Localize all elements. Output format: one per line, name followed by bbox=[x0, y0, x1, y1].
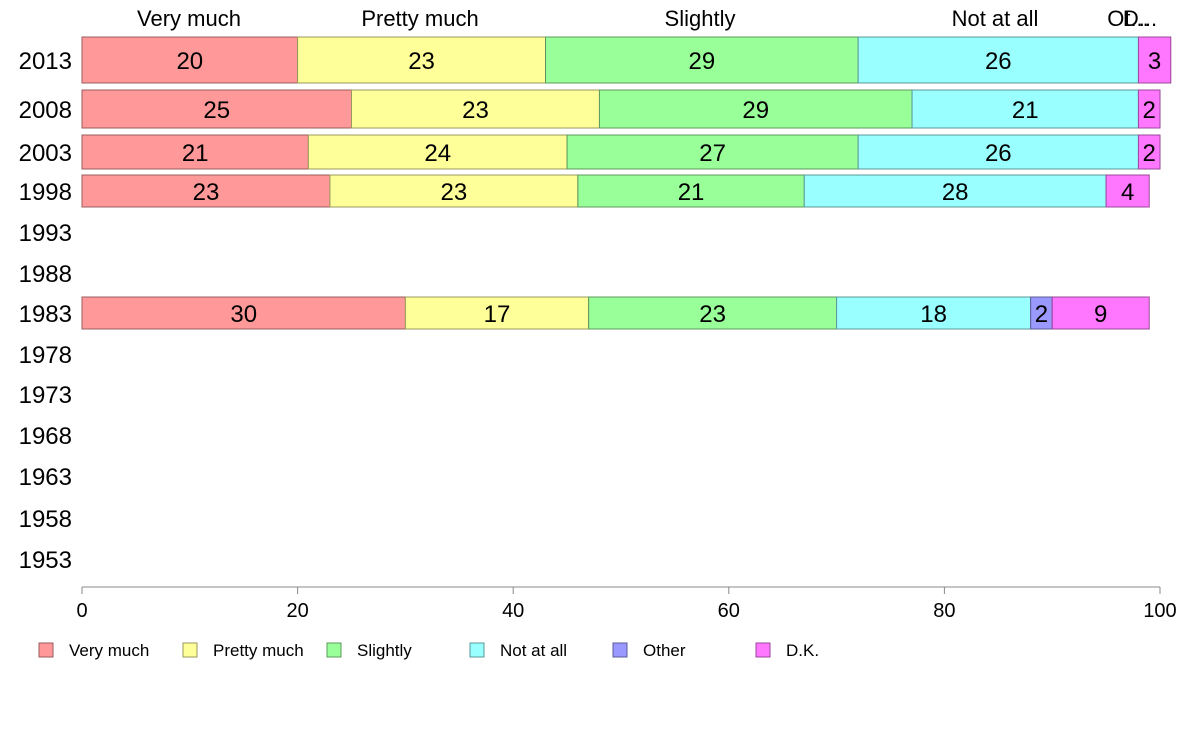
bar-2013-slightly bbox=[545, 36, 859, 84]
data-label-1983-other: 2 bbox=[1035, 301, 1048, 328]
data-label-2013-not-at-all: 26 bbox=[985, 48, 1012, 75]
data-label-1983-d-k-: 9 bbox=[1094, 301, 1107, 328]
y-tick-label-1998: 1998 bbox=[19, 179, 72, 206]
bar-1983-d-k- bbox=[1051, 296, 1150, 330]
data-label-2008-slightly: 29 bbox=[742, 97, 769, 124]
data-label-1998-pretty-much: 23 bbox=[441, 179, 468, 206]
top-series-label-4: Ot... bbox=[1107, 6, 1149, 31]
data-label-2013-pretty-much: 23 bbox=[408, 48, 435, 75]
y-tick-label-1953: 1953 bbox=[19, 547, 72, 574]
x-tick-label-20: 20 bbox=[286, 600, 308, 622]
y-tick-label-2013: 2013 bbox=[19, 48, 72, 75]
y-tick-label-1988: 1988 bbox=[19, 261, 72, 288]
legend-swatch-pretty-much bbox=[182, 642, 198, 658]
data-label-1983-pretty-much: 17 bbox=[484, 301, 511, 328]
y-tick-label-2008: 2008 bbox=[19, 97, 72, 124]
y-tick-label-1978: 1978 bbox=[19, 342, 72, 369]
data-label-1983-slightly: 23 bbox=[699, 301, 726, 328]
data-label-2003-d-k-: 2 bbox=[1143, 140, 1156, 167]
top-series-label-5: D... bbox=[1123, 6, 1157, 31]
legend-label-not-at-all: Not at all bbox=[500, 641, 567, 660]
bar-2008-very-much bbox=[81, 89, 352, 129]
x-tick-label-80: 80 bbox=[933, 600, 955, 622]
bar-2008-not-at-all bbox=[911, 89, 1139, 129]
data-label-1998-d-k-: 4 bbox=[1121, 179, 1134, 206]
y-tick-label-1983: 1983 bbox=[19, 301, 72, 328]
data-label-2013-slightly: 29 bbox=[688, 48, 715, 75]
data-label-1983-very-much: 30 bbox=[230, 301, 257, 328]
legend-label-slightly: Slightly bbox=[357, 641, 412, 660]
data-label-1998-not-at-all: 28 bbox=[942, 179, 969, 206]
y-tick-label-1973: 1973 bbox=[19, 382, 72, 409]
data-label-2013-d-k-: 3 bbox=[1148, 48, 1161, 75]
bar-2013-not-at-all bbox=[857, 36, 1139, 84]
legend-label-pretty-much: Pretty much bbox=[213, 641, 304, 660]
y-tick-label-1963: 1963 bbox=[19, 464, 72, 491]
bar-1998-not-at-all bbox=[803, 174, 1107, 208]
top-series-label-2: Slightly bbox=[665, 6, 736, 31]
top-series-label-1: Pretty much bbox=[361, 6, 478, 31]
y-tick-label-1968: 1968 bbox=[19, 423, 72, 450]
legend-label-d-k-: D.K. bbox=[786, 641, 819, 660]
bar-2008-slightly bbox=[598, 89, 913, 129]
legend-swatch-d-k- bbox=[755, 642, 771, 658]
legend-label-other: Other bbox=[643, 641, 686, 660]
top-series-label-3: Not at all bbox=[952, 6, 1039, 31]
bar-2008-pretty-much bbox=[351, 89, 600, 129]
top-series-label-0: Very much bbox=[137, 6, 241, 31]
data-label-2003-pretty-much: 24 bbox=[424, 140, 451, 167]
x-tick-label-60: 60 bbox=[718, 600, 740, 622]
bar-2003-slightly bbox=[566, 134, 859, 170]
data-label-2003-not-at-all: 26 bbox=[985, 140, 1012, 167]
data-label-2003-slightly: 27 bbox=[699, 140, 726, 167]
bar-2013-pretty-much bbox=[297, 36, 547, 84]
x-tick-label-0: 0 bbox=[76, 600, 87, 622]
bar-2013-d-k- bbox=[1137, 36, 1172, 84]
data-label-2013-very-much: 20 bbox=[176, 48, 203, 75]
x-tick-label-100: 100 bbox=[1143, 600, 1176, 622]
legend-swatch-not-at-all bbox=[469, 642, 485, 658]
bar-2003-d-k- bbox=[1137, 134, 1161, 170]
data-label-1983-not-at-all: 18 bbox=[920, 301, 947, 328]
data-label-1998-slightly: 21 bbox=[678, 179, 705, 206]
legend-swatch-other bbox=[612, 642, 628, 658]
data-label-2003-very-much: 21 bbox=[182, 140, 209, 167]
bar-1998-d-k- bbox=[1105, 174, 1150, 208]
x-tick-label-40: 40 bbox=[502, 600, 524, 622]
bar-1998-very-much bbox=[81, 174, 331, 208]
bar-2008-d-k- bbox=[1137, 89, 1161, 129]
y-tick-label-1958: 1958 bbox=[19, 506, 72, 533]
data-label-2008-not-at-all: 21 bbox=[1012, 97, 1039, 124]
data-label-2008-very-much: 25 bbox=[203, 97, 230, 124]
legend-swatch-very-much bbox=[38, 642, 54, 658]
legend-label-very-much: Very much bbox=[69, 641, 149, 660]
bar-2003-pretty-much bbox=[307, 134, 568, 170]
bar-2003-not-at-all bbox=[857, 134, 1139, 170]
legend-swatch-slightly bbox=[326, 642, 342, 658]
y-tick-label-1993: 1993 bbox=[19, 220, 72, 247]
bar-2003-very-much bbox=[81, 134, 309, 170]
data-label-2008-pretty-much: 23 bbox=[462, 97, 489, 124]
bar-1983-slightly bbox=[588, 296, 838, 330]
bar-2013-very-much bbox=[81, 36, 299, 84]
data-label-1998-very-much: 23 bbox=[193, 179, 220, 206]
y-tick-label-2003: 2003 bbox=[19, 140, 72, 167]
data-label-2008-d-k-: 2 bbox=[1143, 97, 1156, 124]
